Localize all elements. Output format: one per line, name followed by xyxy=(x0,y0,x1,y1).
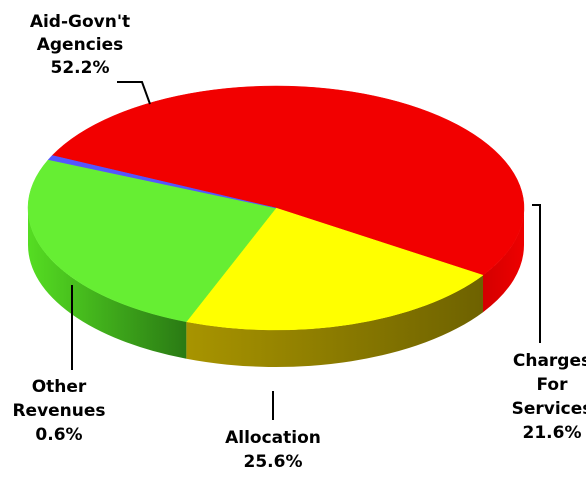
slice-labels: Aid-Govn't Agencies 52.2% Charges For Service… xyxy=(12,12,586,472)
slice-label-aid-govn-t-agencies: Agencies xyxy=(37,35,124,55)
slice-label-allocation: Allocation xyxy=(225,428,321,448)
pie-tops xyxy=(27,85,525,331)
slice-side-charges-for-services xyxy=(186,275,483,368)
slice-label-charges-for-services: For xyxy=(537,375,569,395)
slice-label-charges-for-services: Services xyxy=(512,399,586,419)
slice-label-other-revenues: Revenues xyxy=(12,401,105,421)
slice-top-allocation xyxy=(27,159,277,323)
leader-line-aid-govn-t-agencies xyxy=(117,81,151,105)
slice-side-allocation xyxy=(28,208,187,359)
slice-label-aid-govn-t-agencies: Aid-Govn't xyxy=(30,12,130,32)
slice-top-aid-govn-t-agencies xyxy=(51,85,525,276)
value-label-other-revenues: 0.6% xyxy=(35,425,82,445)
slice-label-charges-for-services: Charges xyxy=(513,351,586,371)
leader-line-charges-for-services xyxy=(532,204,541,343)
slice-side-aid-govn-t-agencies xyxy=(482,208,524,313)
leader-lines xyxy=(71,81,541,420)
slice-top-other-revenues xyxy=(47,155,277,209)
pie-sides xyxy=(28,208,524,368)
value-label-aid-govn-t-agencies: 52.2% xyxy=(51,58,110,78)
slice-top-charges-for-services xyxy=(185,207,484,331)
value-label-charges-for-services: 21.6% xyxy=(523,423,582,443)
value-label-allocation: 25.6% xyxy=(244,452,303,472)
slice-label-other-revenues: Other xyxy=(32,377,87,397)
